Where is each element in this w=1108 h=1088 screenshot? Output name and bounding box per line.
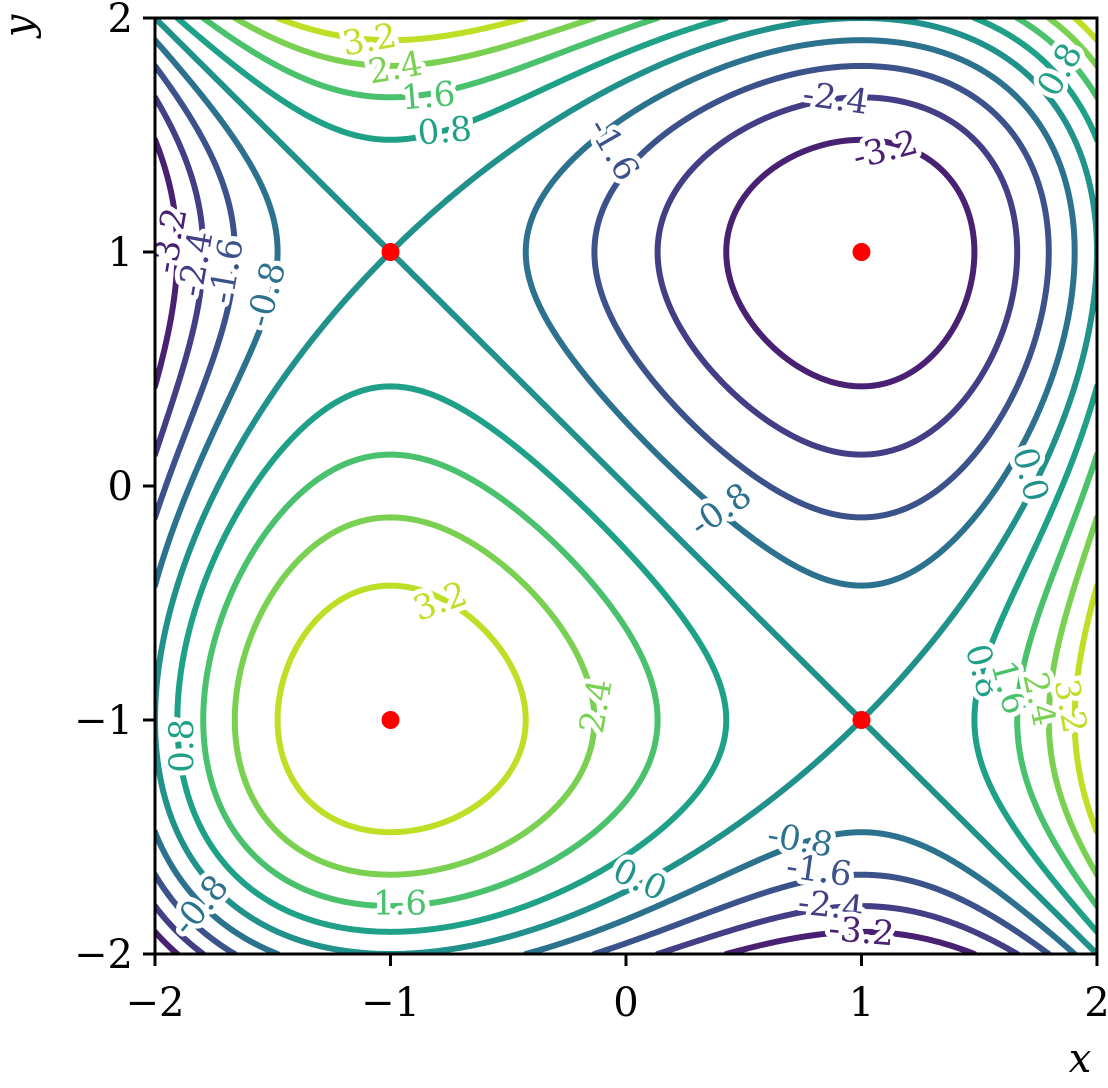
contour-line [174,18,1097,935]
contour-label: 1.6 [373,884,427,924]
contour-line [155,37,1078,954]
x-tick-label: −1 [361,980,420,1026]
contour-label: 2.4 [572,676,621,736]
contour-line [155,136,978,954]
critical-point [852,243,871,261]
x-tick-label: 1 [849,980,874,1026]
y-tick-label: 1 [108,230,133,276]
contour-label: -3.2 [827,909,896,955]
contour-line [200,18,1097,910]
y-axis-label: y [0,13,42,39]
contour-label: -3.2 [848,122,922,178]
x-axis-label: x [1069,1036,1092,1082]
critical-point [852,711,871,729]
critical-point [381,711,400,729]
x-tick-label: 2 [1084,980,1108,1026]
x-tick-label: 0 [613,980,638,1026]
point-layer [381,243,871,729]
contour-label: 3.2 [1046,676,1095,736]
contour-layer [155,18,1097,954]
y-tick-label: 2 [108,0,133,42]
contour-label: -1.6 [580,111,647,188]
contour-line [155,62,1052,954]
y-tick-label: −1 [74,698,133,744]
contour-line [231,18,1097,878]
contour-line [155,94,1021,954]
x-tick-label: −2 [126,980,185,1026]
y-tick-label: −2 [74,932,133,978]
contour-line [274,18,1097,836]
contour-label: 0.8 [416,109,473,154]
critical-point [381,243,400,261]
contour-label: 3.2 [408,574,472,630]
contour-line [155,18,1097,954]
contour-label: -2.4 [800,74,870,123]
contour-label: 0.8 [162,719,202,773]
y-tick-label: 0 [108,464,133,510]
